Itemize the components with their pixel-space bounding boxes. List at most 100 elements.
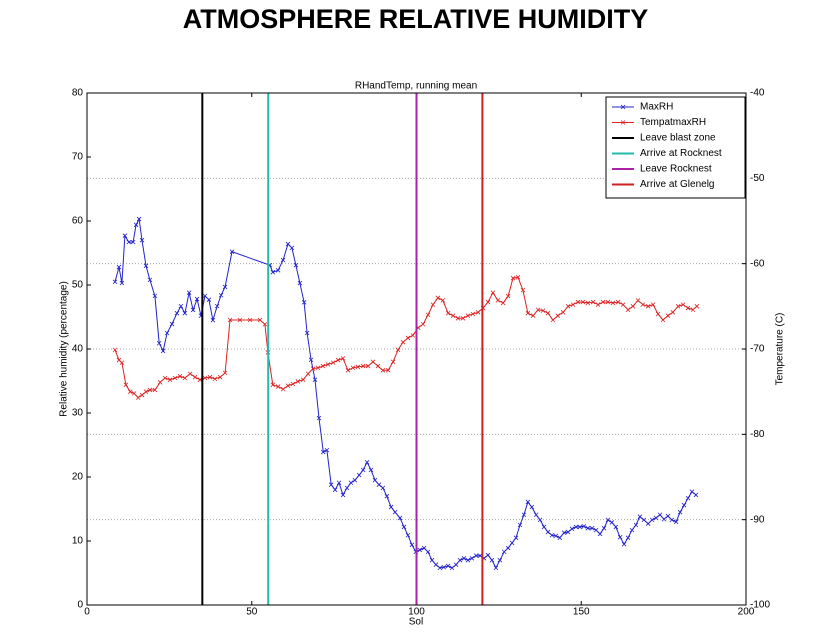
point-marker (617, 534, 623, 540)
point-marker (368, 467, 374, 473)
point-marker (297, 280, 303, 286)
point-marker (655, 311, 661, 317)
point-marker (301, 299, 307, 305)
point-marker (156, 340, 162, 346)
point-marker (430, 302, 436, 307)
point-marker (621, 541, 627, 547)
point-marker (585, 525, 591, 531)
point-marker (433, 562, 439, 567)
point-marker (421, 545, 427, 551)
point-marker (340, 492, 346, 498)
point-marker (420, 321, 426, 327)
point-marker (535, 307, 541, 313)
point-marker (112, 279, 118, 285)
point-marker (615, 299, 621, 305)
point-marker (405, 532, 411, 538)
point-marker (112, 347, 118, 353)
point-marker (460, 315, 466, 321)
point-marker (590, 299, 596, 305)
point-marker (375, 363, 381, 369)
point-marker (304, 330, 310, 336)
point-marker (553, 533, 559, 539)
point-marker (501, 549, 507, 555)
legend-label: MaxRH (640, 102, 673, 113)
point-marker (605, 517, 611, 523)
point-marker (485, 552, 491, 558)
point-marker (525, 310, 531, 316)
point-marker (152, 387, 158, 393)
point-marker (192, 374, 198, 380)
y2-axis-label: Temperature (C) (775, 313, 786, 386)
point-marker (330, 360, 336, 365)
point-marker (537, 517, 543, 523)
point-marker (328, 482, 334, 487)
point-marker (675, 304, 681, 309)
y-axis-label: Relative humidity (percentage) (59, 281, 70, 417)
y2-tick-label: -90 (750, 514, 765, 525)
point-marker (237, 317, 243, 323)
x-tick-label: 0 (84, 607, 90, 618)
point-marker (310, 366, 316, 371)
point-marker (549, 532, 555, 538)
point-marker (143, 389, 149, 394)
point-marker (116, 264, 122, 270)
point-marker (520, 287, 526, 293)
point-marker (625, 307, 631, 313)
point-marker (365, 363, 371, 369)
point-marker (657, 512, 663, 518)
y2-tick-label: -80 (750, 429, 765, 440)
point-marker (525, 499, 531, 505)
point-marker (160, 348, 166, 354)
point-marker (186, 290, 192, 295)
point-marker (681, 502, 687, 508)
point-marker (689, 489, 695, 495)
point-marker (157, 379, 163, 385)
point-marker (441, 564, 447, 570)
page-title: ATMOSPHERE RELATIVE HUMIDITY (182, 4, 649, 34)
point-marker (123, 382, 129, 388)
point-marker (401, 524, 407, 530)
point-marker (513, 535, 519, 541)
point-marker (293, 262, 299, 268)
point-marker (167, 377, 173, 383)
point-marker (280, 257, 286, 263)
chart-title: RHandTemp, running mean (355, 81, 477, 92)
point-marker (555, 313, 561, 319)
point-marker (133, 222, 139, 228)
point-marker (130, 239, 136, 245)
point-marker (290, 381, 296, 387)
point-marker (340, 356, 346, 361)
point-marker (119, 360, 125, 365)
point-marker (669, 517, 675, 523)
point-marker (126, 239, 132, 245)
point-marker (300, 377, 306, 383)
y2-tick-label: -40 (750, 88, 765, 99)
point-marker (570, 302, 576, 307)
point-marker (320, 449, 326, 455)
point-marker (577, 524, 583, 530)
point-marker (390, 359, 396, 365)
point-marker (440, 298, 446, 303)
point-marker (630, 304, 636, 309)
point-marker (557, 535, 563, 541)
point-marker (445, 563, 451, 569)
point-marker (645, 521, 651, 527)
point-marker (469, 555, 475, 561)
point-marker (580, 299, 586, 305)
point-marker (589, 525, 595, 531)
point-marker (285, 383, 291, 388)
y-tick-label: 10 (72, 536, 84, 547)
point-marker (545, 310, 551, 316)
point-marker (177, 374, 183, 379)
point-marker (127, 389, 133, 394)
point-marker (315, 365, 321, 371)
point-marker (217, 374, 223, 380)
point-marker (515, 275, 521, 280)
point-marker (187, 371, 193, 377)
point-marker (364, 459, 370, 465)
y2-tick-label: -60 (750, 258, 765, 269)
point-marker (685, 305, 691, 311)
point-marker (489, 557, 495, 563)
x-axis-label: Sol (409, 617, 423, 628)
point-marker (372, 477, 378, 483)
